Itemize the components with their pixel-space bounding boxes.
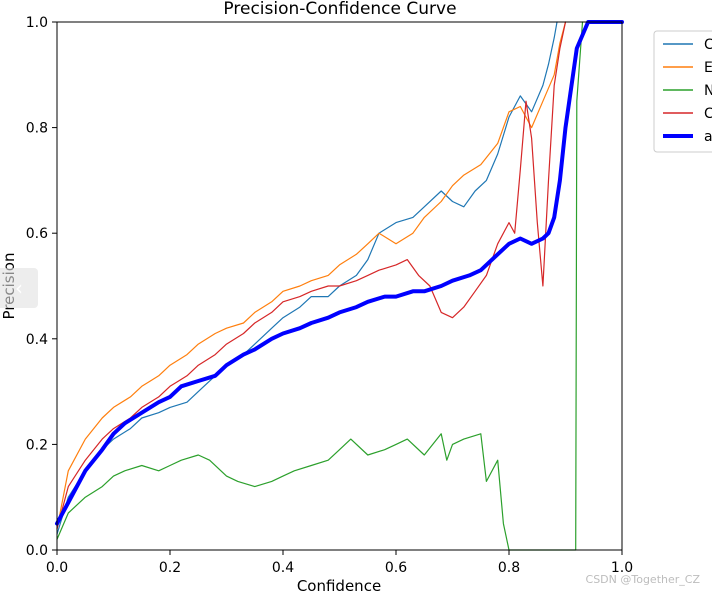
y-tick-label: 0.2 xyxy=(26,437,48,453)
x-tick-label: 0.0 xyxy=(46,560,68,576)
y-tick-label: 0.8 xyxy=(26,121,48,137)
y-tick-label: 0.6 xyxy=(26,226,48,242)
watermark: CSDN @Together_CZ xyxy=(585,573,700,586)
chart-title: Precision-Confidence Curve xyxy=(223,0,456,19)
series-line-0 xyxy=(56,21,558,535)
series-line-4 xyxy=(55,20,624,526)
plot-frame xyxy=(56,21,623,551)
legend-label-2: N xyxy=(704,83,712,99)
previous-image-button[interactable]: ‹ xyxy=(0,268,38,308)
series-line-3 xyxy=(56,21,567,530)
x-tick-label: 0.2 xyxy=(159,560,181,576)
y-tick-label: 1.0 xyxy=(26,15,48,31)
legend-label-1: E xyxy=(704,60,712,76)
x-axis-ticks: 0.0 0.2 0.4 0.6 0.8 1.0 xyxy=(46,550,633,576)
x-tick-label: 0.8 xyxy=(498,560,520,576)
series-line-2 xyxy=(56,21,584,551)
legend-box xyxy=(653,30,712,153)
legend-label-0: C xyxy=(704,37,712,53)
y-axis-ticks: 0.0 0.2 0.4 0.6 0.8 1.0 xyxy=(26,15,57,559)
series-lines xyxy=(55,20,624,551)
x-tick-label: 1.0 xyxy=(611,560,633,576)
x-axis-label: Confidence xyxy=(297,577,381,592)
y-tick-label: 0.4 xyxy=(26,332,48,348)
series-line-1 xyxy=(56,21,567,530)
x-tick-label: 0.6 xyxy=(385,560,407,576)
x-tick-label: 0.4 xyxy=(272,560,294,576)
legend-label-4: a xyxy=(704,129,712,145)
legend-label-3: C xyxy=(704,106,712,122)
y-tick-label: 0.0 xyxy=(26,543,48,559)
